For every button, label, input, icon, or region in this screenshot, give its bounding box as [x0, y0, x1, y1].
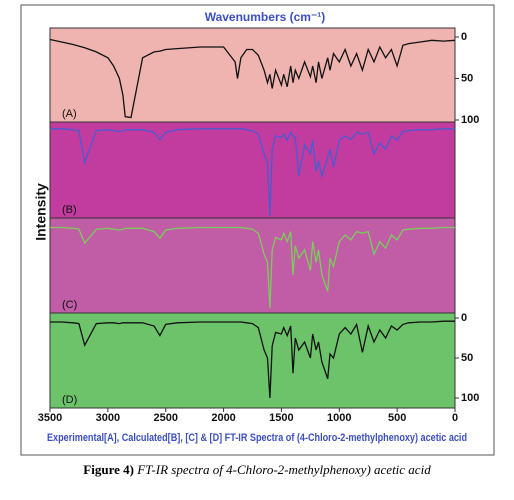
y-tick-label: 100 — [461, 392, 479, 404]
panel-label: (D) — [62, 394, 77, 406]
figure-border — [20, 4, 495, 456]
panel-background — [49, 217, 456, 314]
y-tick-label: 0 — [461, 31, 467, 43]
figure-caption: Figure 4) FT-IR spectra of 4-Chloro-2-me… — [0, 462, 514, 478]
panel-label: (C) — [62, 299, 77, 311]
panel-background — [49, 27, 456, 123]
spectrum-line — [49, 38, 456, 119]
x-tick-label: 1000 — [327, 412, 351, 424]
chart-caption: Experimental[A], Calculated[B], [C] & [D… — [47, 432, 467, 444]
y-tick-label: 0 — [461, 312, 467, 324]
y-tick-label: 50 — [461, 352, 473, 364]
spectrum-line — [50, 128, 455, 217]
x-tick-label: 3500 — [38, 412, 62, 424]
figure-text: FT-IR spectra of 4-Chloro-2-methylphenox… — [137, 462, 431, 477]
y-axis-label: Intensity — [33, 183, 49, 241]
figure-label: Figure 4) — [83, 462, 134, 477]
y-tick-label: 100 — [461, 114, 479, 126]
panel-label: (B) — [62, 204, 77, 216]
y-tick-label: 50 — [461, 72, 473, 84]
chart-title: Wavenumbers (cm⁻¹) — [205, 10, 326, 24]
x-tick-label: 0 — [452, 412, 458, 424]
x-tick-label: 3000 — [96, 412, 120, 424]
x-tick-label: 2000 — [211, 412, 235, 424]
spectrum-line — [50, 226, 455, 309]
spectrum-line — [50, 320, 455, 399]
x-tick-label: 500 — [388, 412, 406, 424]
panel-background — [49, 121, 456, 219]
panel-background — [49, 312, 456, 409]
x-tick-label: 1500 — [269, 412, 293, 424]
x-tick-label: 2500 — [153, 412, 177, 424]
chart: Wavenumbers (cm⁻¹) Intensity Experimenta… — [20, 4, 495, 456]
panel-label: (A) — [62, 108, 77, 120]
